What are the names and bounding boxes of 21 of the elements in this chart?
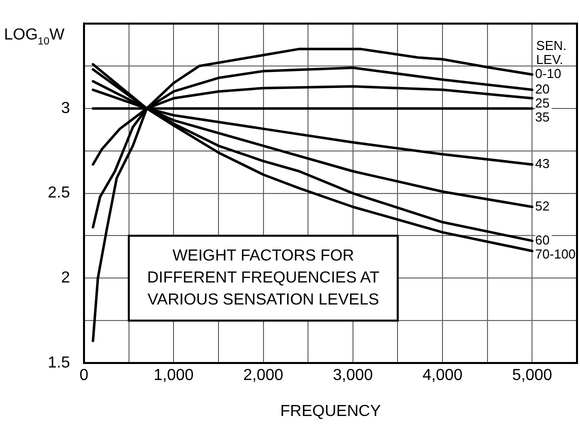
x-tick-label: 2,000	[243, 367, 284, 384]
x-axis-title: FREQUENCY	[280, 402, 382, 420]
x-tick-label: 0	[80, 367, 89, 384]
x-tick-label: 5,000	[512, 367, 552, 384]
x-tick-label: 3,000	[332, 367, 374, 384]
series-label: 43	[535, 156, 550, 172]
series-label: 52	[535, 198, 550, 214]
series-label: 20	[535, 81, 550, 96]
y-tick-label: 3	[61, 100, 70, 117]
series-label: 35	[535, 109, 550, 124]
series-label: 0-10	[535, 66, 562, 82]
series-label: 70-100	[535, 246, 576, 262]
x-tick-label: 4,000	[422, 367, 463, 384]
y-tick-label: 1.5	[48, 354, 70, 372]
y-tick-label: 2.5	[48, 184, 70, 202]
series-label: 60	[535, 232, 550, 248]
x-tick-label: 1,000	[154, 367, 194, 384]
legend-title: SEN. LEV.	[536, 38, 567, 68]
text: WEIGHT FACTORS FOR DIFFERENT FREQUENCIES AT VARIOUS SENSATION LEVELS	[147, 248, 380, 309]
y-tick-label: 2	[61, 270, 70, 287]
series-label: 25	[535, 95, 550, 110]
